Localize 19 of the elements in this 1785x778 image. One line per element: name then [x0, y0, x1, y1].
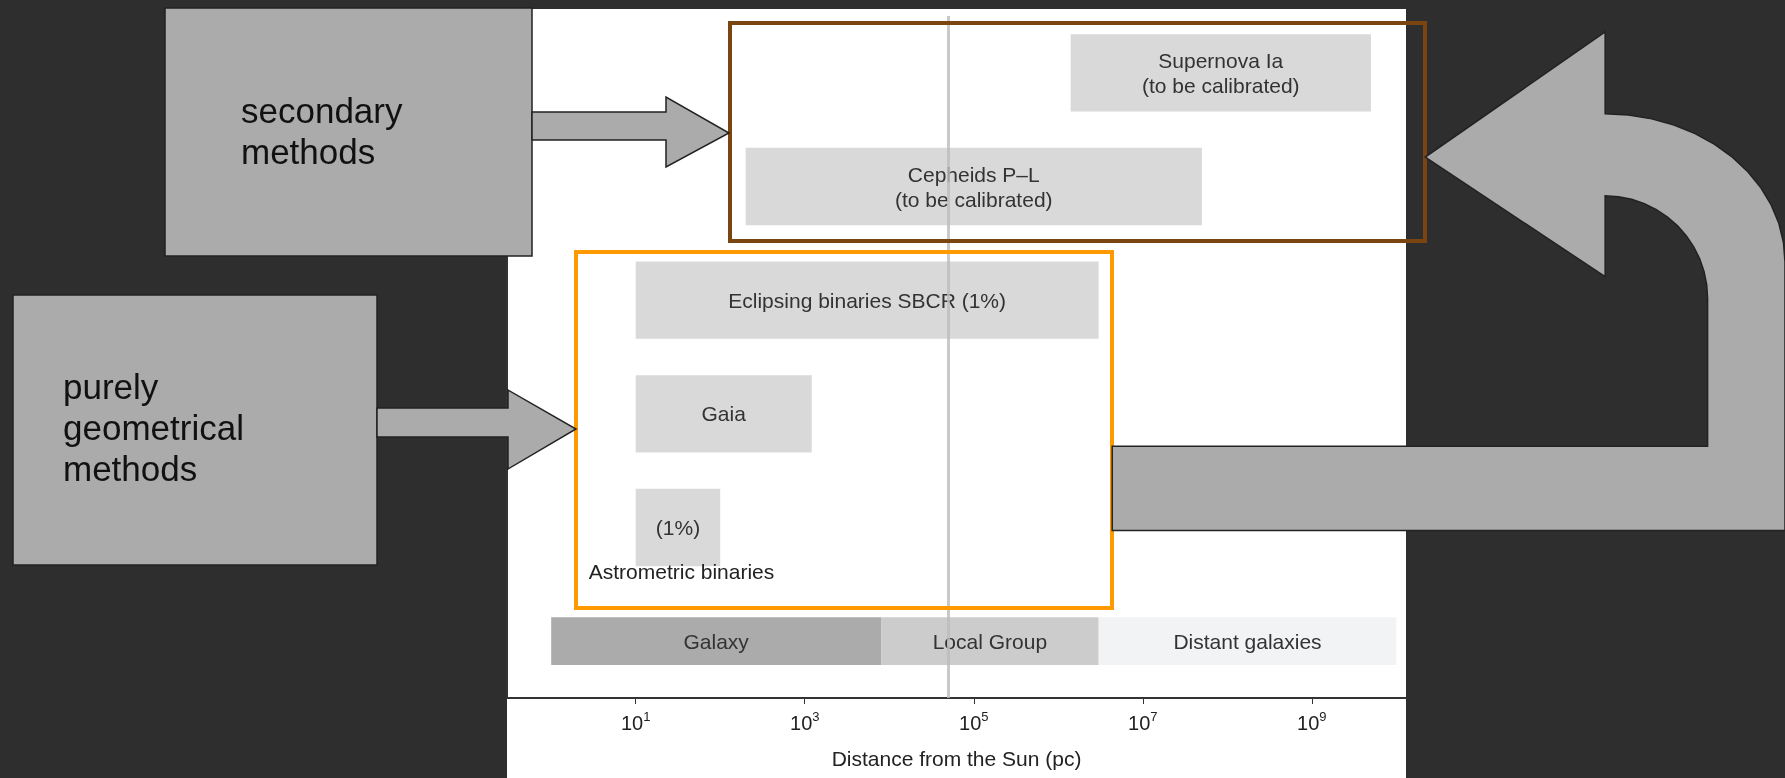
- bar: [1098, 617, 1397, 666]
- text: purely geometrical methods: [63, 365, 245, 489]
- bar: [881, 617, 1099, 666]
- series-label: Local Group: [932, 629, 1048, 653]
- bar: [635, 375, 812, 453]
- bar: [1070, 34, 1371, 112]
- y-tick-label: Astrometric binaries: [588, 560, 775, 584]
- bar: [635, 261, 1099, 339]
- y-tick-label: Supernova Ia (to be calibrated): [1142, 48, 1300, 97]
- bar: [745, 147, 1202, 226]
- series-label: Distant galaxies: [1173, 629, 1322, 653]
- y-tick-label: Cepheids P–L (to be calibrated): [894, 162, 1053, 211]
- annotation: (1%): [655, 516, 701, 539]
- y-tick-label: Eclipsing binaries SBCR (1%): [728, 288, 1007, 312]
- series-label: Galaxy: [683, 629, 750, 653]
- x-axis-title: Distance from the Sun (pc): [831, 747, 1082, 770]
- text: secondary methods: [241, 90, 404, 172]
- bar: [551, 617, 882, 666]
- y-tick-label: Gaia: [701, 402, 747, 426]
